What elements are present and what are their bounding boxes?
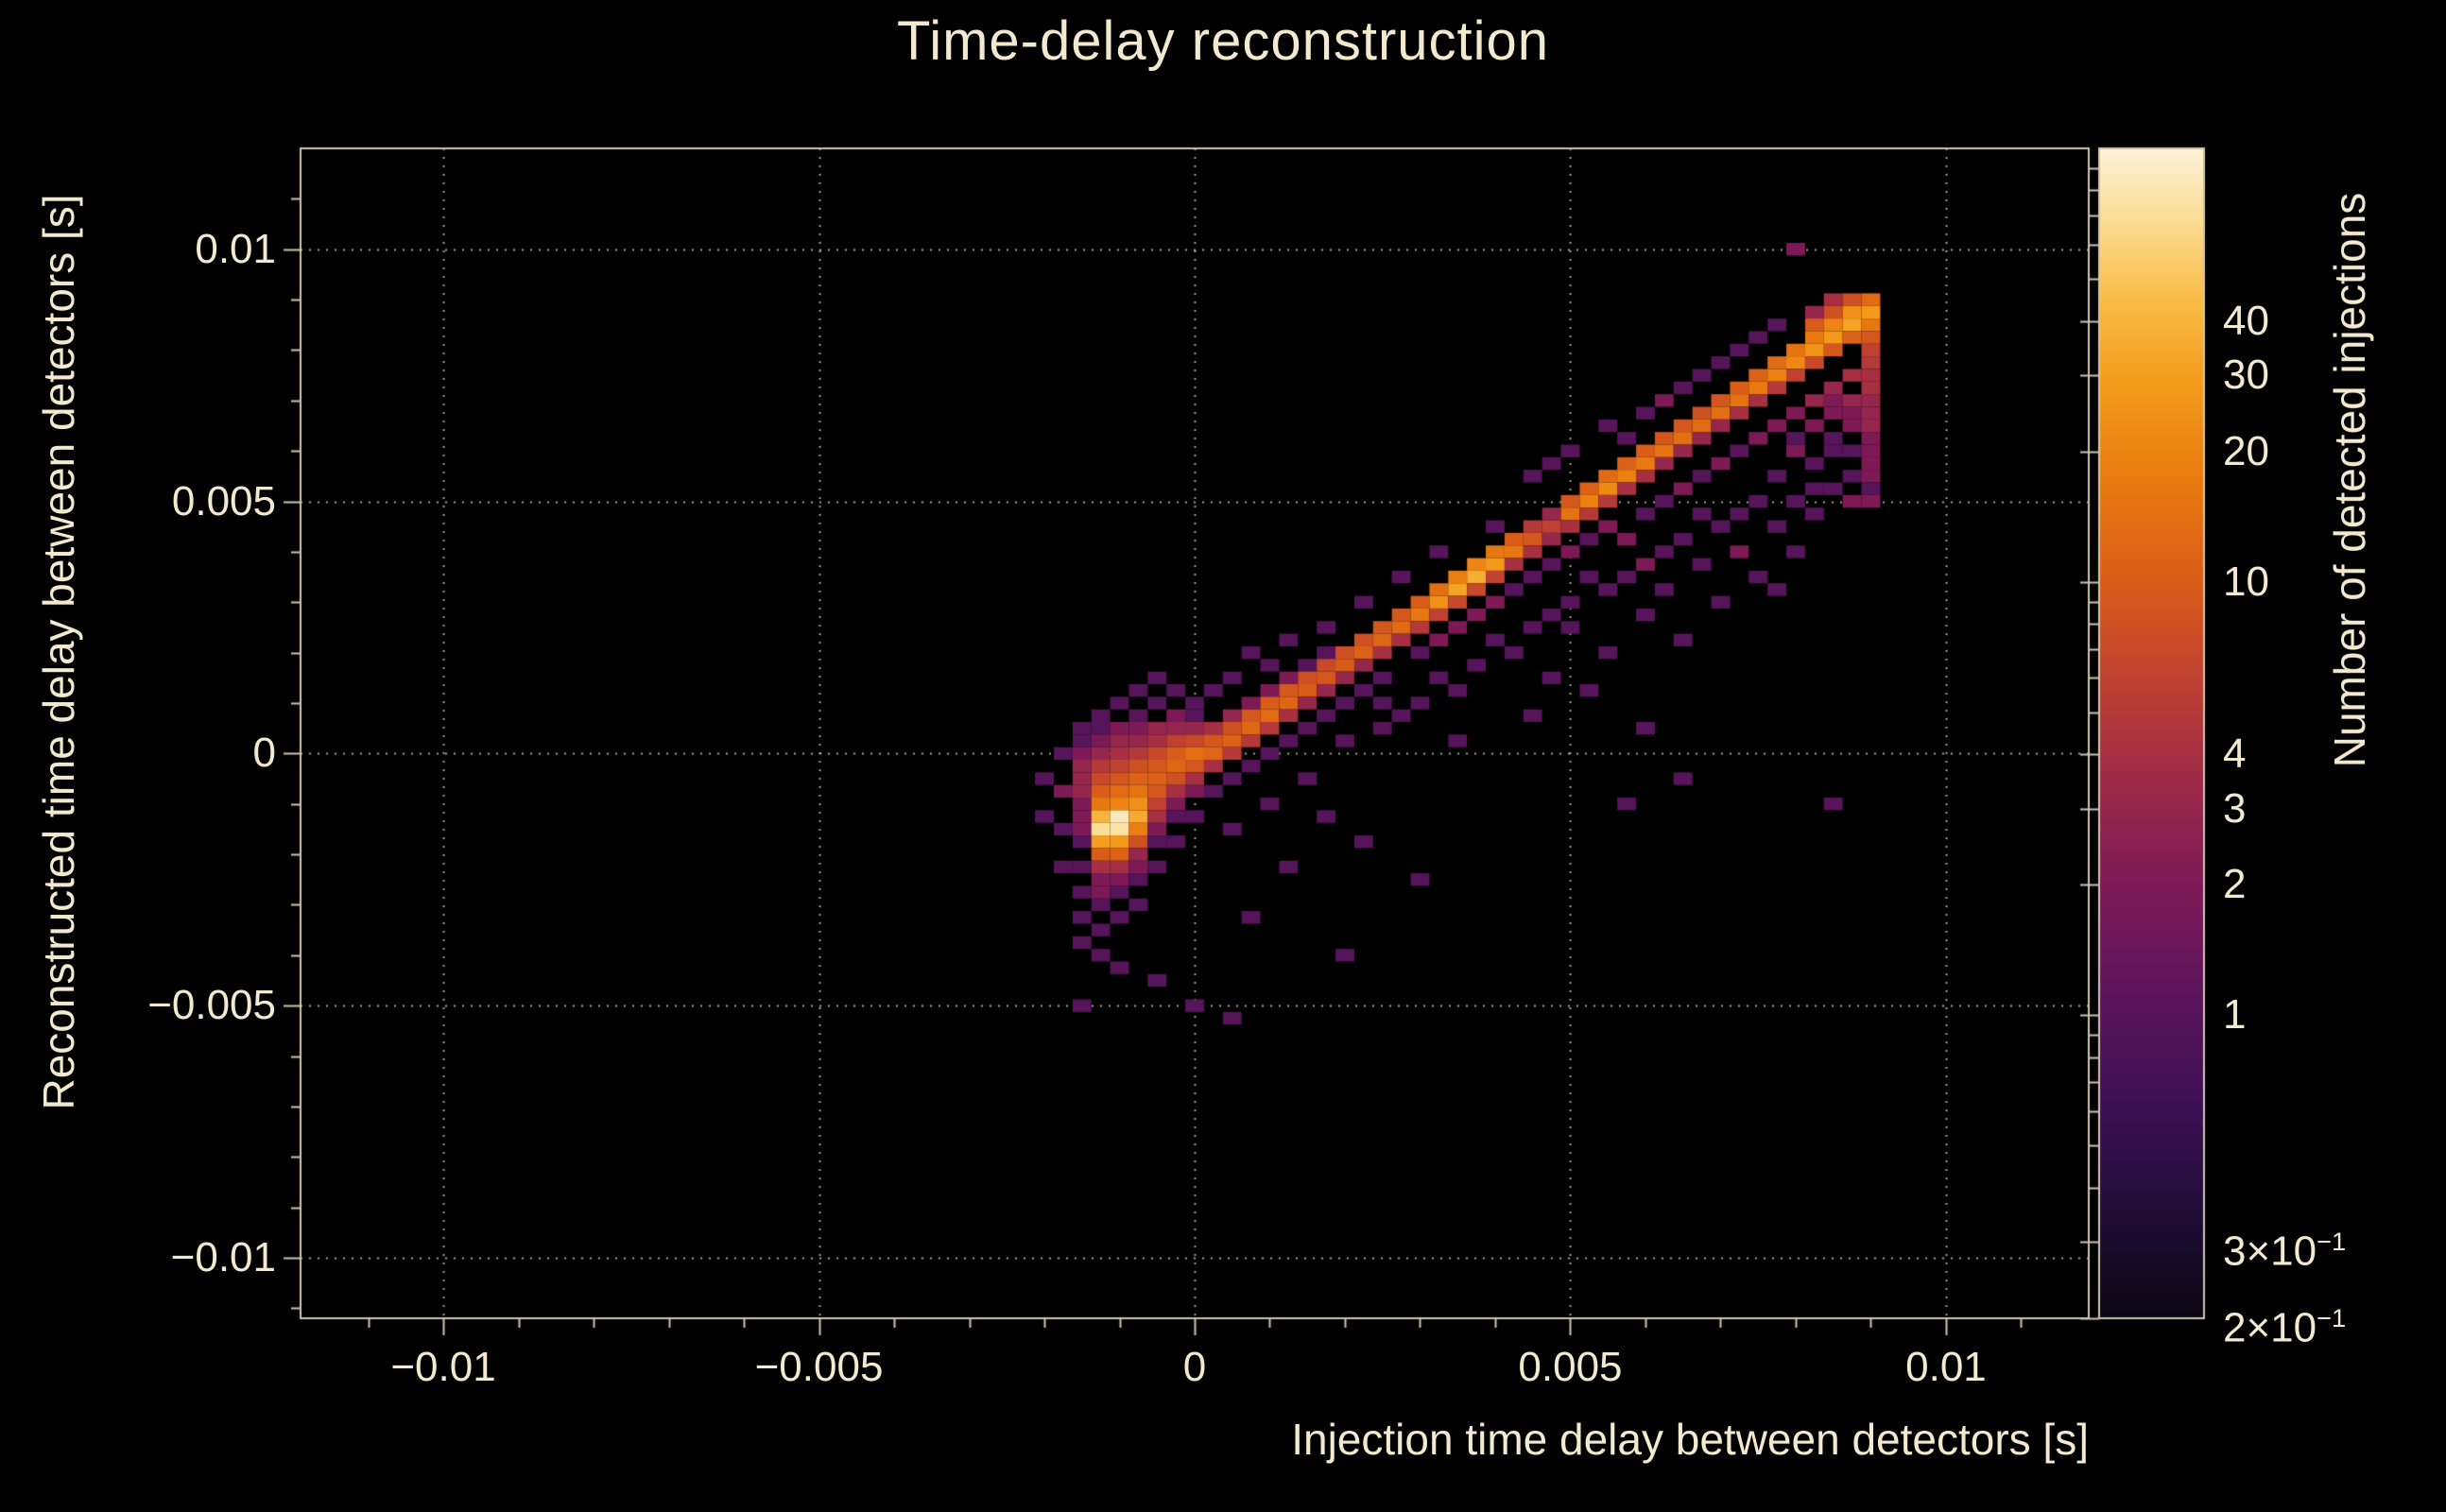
x-tick-label: 0: [1182, 1344, 1207, 1390]
colorbar-label: Number of detected injections: [2325, 192, 2374, 768]
colorbar-tick-label: 10: [2223, 558, 2269, 605]
chart-title: Time-delay reconstruction: [896, 10, 1550, 72]
y-tick-label: −0.005: [147, 982, 276, 1029]
x-axis-label: Injection time delay between detectors […: [1291, 1415, 2089, 1464]
colorbar-tick-label: 40: [2223, 297, 2269, 344]
colorbar-tick-label: 3: [2223, 784, 2247, 832]
colorbar-tick-label: 20: [2223, 427, 2269, 474]
x-tick-label: −0.005: [754, 1344, 884, 1390]
colorbar-tick-label: 1: [2223, 991, 2247, 1039]
y-tick-label: 0: [252, 730, 276, 777]
x-tick-label: 0.005: [1518, 1344, 1623, 1390]
colorbar-tick-label: 2×10−1: [2223, 1303, 2347, 1351]
colorbar-tick-label: 30: [2223, 351, 2269, 398]
x-tick-label: −0.01: [390, 1344, 496, 1390]
y-axis-label: Reconstructed time delay between detecto…: [34, 194, 83, 1110]
y-tick-label: −0.01: [170, 1233, 276, 1280]
colorbar-tick-label: 4: [2223, 730, 2247, 778]
x-tick-label: 0.01: [1905, 1344, 1987, 1390]
colorbar-tick-label: 2: [2223, 861, 2247, 908]
y-tick-label: 0.01: [195, 225, 276, 272]
colorbar-tick-label: 3×10−1: [2223, 1227, 2347, 1275]
y-tick-label: 0.005: [171, 477, 276, 524]
